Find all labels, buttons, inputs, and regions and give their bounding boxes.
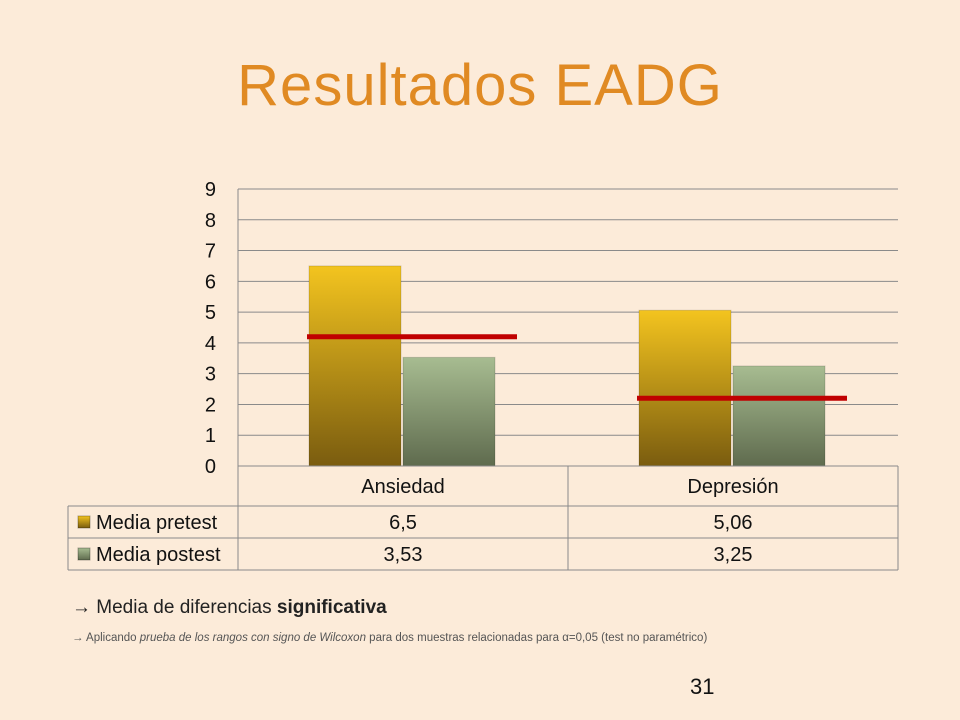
- x-category-label: Depresión: [687, 476, 778, 498]
- data-table-value: 6,5: [389, 512, 417, 534]
- bars: [308, 265, 826, 467]
- y-tick-label: 2: [205, 394, 216, 416]
- slide-title: Resultados EADG: [237, 53, 723, 118]
- note-main-bold: significativa: [276, 597, 387, 618]
- data-table-value: 3,25: [714, 544, 753, 566]
- bar-pretest: [638, 309, 732, 467]
- note-main: → Media de diferencias significativa: [72, 597, 387, 619]
- y-tick-label: 6: [205, 271, 216, 293]
- arrow-icon: →: [72, 597, 91, 618]
- note-sub-italic: prueba de los rangos con signo de Wilcox…: [139, 632, 366, 644]
- y-tick-label: 7: [205, 241, 216, 263]
- legend-series-name: Media pretest: [96, 512, 218, 534]
- y-tick-label: 5: [205, 302, 216, 324]
- data-table: Ansiedad Depresión Media pretest 6,5 5,06 Med…: [67, 465, 899, 571]
- y-tick-label: 8: [205, 210, 216, 232]
- y-tick-label: 0: [205, 456, 216, 478]
- bar-pretest: [308, 265, 402, 467]
- y-tick-label: 4: [205, 333, 216, 355]
- y-tick-label: 3: [205, 364, 216, 386]
- bar-postest: [402, 356, 496, 467]
- legend-swatch-icon: [77, 515, 91, 529]
- note-sub: → Aplicando prueba de los rangos con sig…: [72, 632, 707, 644]
- note-main-text: Media de diferencias: [96, 597, 277, 618]
- difference-lines: [307, 334, 847, 401]
- y-tick-label: 9: [205, 179, 216, 201]
- y-tick-label: 1: [205, 425, 216, 447]
- x-category-label: Ansiedad: [361, 476, 444, 498]
- arrow-icon: →: [72, 632, 84, 644]
- data-table-value: 3,53: [384, 544, 423, 566]
- note-sub-1: Aplicando: [83, 632, 140, 644]
- bar-postest: [732, 365, 826, 467]
- legend-swatch-icon: [77, 547, 91, 561]
- legend-series-name: Media postest: [96, 544, 221, 566]
- data-table-value: 5,06: [714, 512, 753, 534]
- page-number: 31: [690, 674, 715, 699]
- note-sub-3: para dos muestras relacionadas para α=0,…: [365, 632, 708, 644]
- y-axis-ticks: 0 1 2 3 4 5 6 7 8 9: [205, 179, 216, 478]
